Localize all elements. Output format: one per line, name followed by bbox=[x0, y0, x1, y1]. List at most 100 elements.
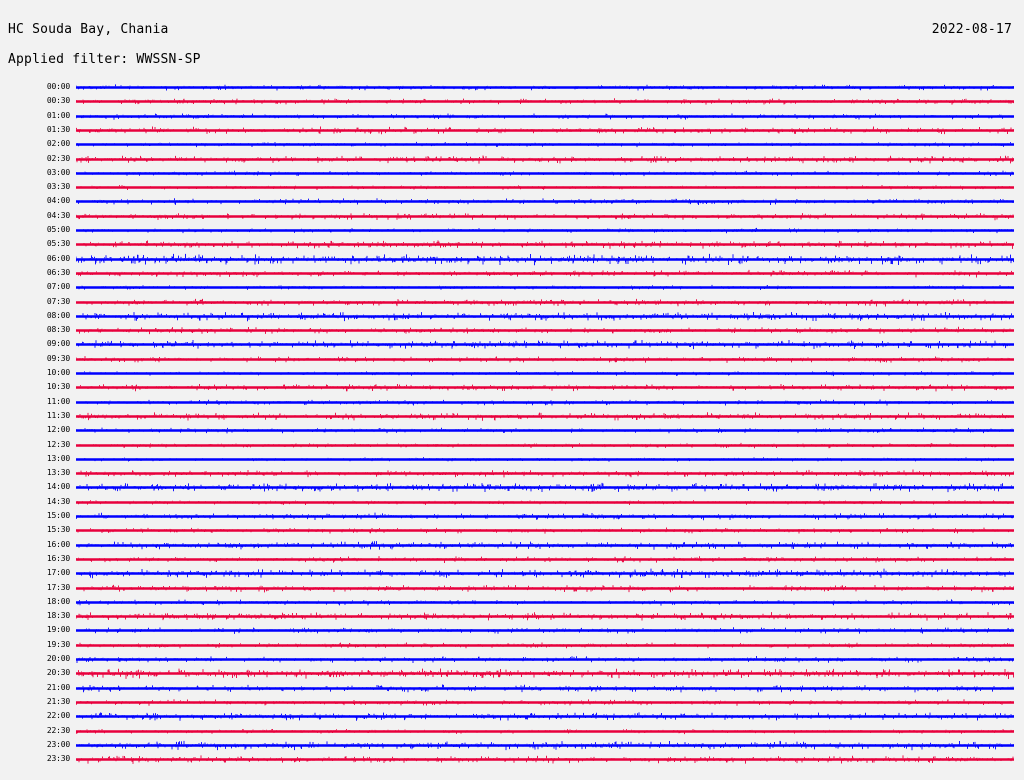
seismic-trace-canvas bbox=[76, 637, 1014, 653]
seismic-trace-canvas bbox=[76, 580, 1014, 596]
seismic-trace-canvas bbox=[76, 80, 1014, 95]
trace-time-label: 01:00 bbox=[46, 110, 70, 120]
trace-row: 14:30 bbox=[0, 494, 1024, 512]
seismic-trace-canvas bbox=[76, 151, 1014, 167]
seismic-trace bbox=[76, 694, 1014, 710]
trace-row: 13:30 bbox=[0, 466, 1024, 483]
seismic-trace bbox=[76, 551, 1014, 567]
trace-row: 12:00 bbox=[0, 423, 1024, 440]
trace-time-label: 17:00 bbox=[46, 568, 70, 578]
trace-time-label: 17:30 bbox=[46, 582, 70, 592]
trace-row: 13:00 bbox=[0, 451, 1024, 469]
trace-row: 03:00 bbox=[0, 165, 1024, 183]
seismic-trace-canvas bbox=[76, 666, 1014, 682]
trace-row: 15:00 bbox=[0, 509, 1024, 526]
trace-time-label: 06:00 bbox=[46, 253, 70, 263]
trace-row: 09:30 bbox=[0, 351, 1024, 369]
trace-time-label: 10:30 bbox=[46, 382, 70, 392]
seismic-trace-canvas bbox=[76, 366, 1014, 381]
seismic-trace bbox=[76, 737, 1014, 753]
seismic-trace-canvas bbox=[76, 466, 1014, 482]
trace-row: 05:30 bbox=[0, 237, 1024, 254]
seismic-trace-canvas bbox=[76, 180, 1014, 196]
trace-row: 00:30 bbox=[0, 94, 1024, 111]
seismic-trace bbox=[76, 208, 1014, 224]
trace-row: 11:00 bbox=[0, 394, 1024, 412]
trace-row: 10:00 bbox=[0, 366, 1024, 383]
trace-row: 06:00 bbox=[0, 251, 1024, 269]
trace-time-label: 09:30 bbox=[46, 353, 70, 363]
trace-row: 12:30 bbox=[0, 437, 1024, 455]
trace-time-label: 05:30 bbox=[46, 239, 70, 249]
seismic-trace bbox=[76, 609, 1014, 625]
seismic-trace-canvas bbox=[76, 723, 1014, 739]
seismic-trace bbox=[76, 423, 1014, 439]
seismic-trace-canvas bbox=[76, 351, 1014, 367]
seismic-trace-canvas bbox=[76, 323, 1014, 339]
seismic-trace bbox=[76, 437, 1014, 453]
seismic-trace-canvas bbox=[76, 251, 1014, 267]
seismic-trace-canvas bbox=[76, 537, 1014, 553]
seismic-trace-canvas bbox=[76, 694, 1014, 710]
trace-time-label: 18:30 bbox=[46, 611, 70, 621]
trace-time-label: 22:00 bbox=[46, 711, 70, 721]
seismic-trace bbox=[76, 308, 1014, 324]
seismic-trace-canvas bbox=[76, 509, 1014, 524]
seismic-trace-canvas bbox=[76, 394, 1014, 410]
seismic-trace bbox=[76, 337, 1014, 353]
seismic-trace bbox=[76, 451, 1014, 467]
trace-row: 15:30 bbox=[0, 523, 1024, 540]
trace-time-label: 16:00 bbox=[46, 539, 70, 549]
trace-row: 09:00 bbox=[0, 337, 1024, 354]
trace-row: 14:00 bbox=[0, 480, 1024, 497]
trace-row: 16:30 bbox=[0, 551, 1024, 569]
trace-row: 02:00 bbox=[0, 137, 1024, 154]
trace-row: 07:00 bbox=[0, 280, 1024, 297]
seismic-trace-canvas bbox=[76, 623, 1014, 639]
record-date: 2022-08-17 bbox=[931, 22, 1012, 37]
seismic-trace-canvas bbox=[76, 494, 1014, 510]
trace-row: 01:00 bbox=[0, 108, 1024, 126]
seismic-trace-canvas bbox=[76, 108, 1014, 124]
seismic-trace bbox=[76, 580, 1014, 596]
trace-time-label: 19:00 bbox=[46, 625, 70, 635]
trace-row: 17:30 bbox=[0, 580, 1024, 598]
seismic-trace bbox=[76, 194, 1014, 210]
trace-row: 18:30 bbox=[0, 609, 1024, 626]
seismic-trace bbox=[76, 509, 1014, 524]
applied-filter-label: Applied filter: WWSSN-SP bbox=[8, 52, 201, 67]
trace-time-label: 18:00 bbox=[46, 596, 70, 606]
seismic-trace-canvas bbox=[76, 451, 1014, 467]
trace-row: 19:00 bbox=[0, 623, 1024, 640]
seismic-trace-canvas bbox=[76, 223, 1014, 238]
seismic-trace-canvas bbox=[76, 594, 1014, 610]
seismic-trace bbox=[76, 709, 1014, 725]
seismic-trace-canvas bbox=[76, 380, 1014, 396]
trace-time-label: 08:00 bbox=[46, 310, 70, 320]
trace-time-label: 20:30 bbox=[46, 668, 70, 678]
seismic-trace bbox=[76, 494, 1014, 510]
seismic-trace bbox=[76, 566, 1014, 582]
seismic-trace bbox=[76, 394, 1014, 410]
seismic-trace bbox=[76, 723, 1014, 739]
trace-row: 08:30 bbox=[0, 323, 1024, 340]
seismic-trace-canvas bbox=[76, 208, 1014, 224]
seismic-trace bbox=[76, 637, 1014, 653]
seismic-trace bbox=[76, 151, 1014, 167]
trace-time-label: 14:30 bbox=[46, 496, 70, 506]
trace-row: 22:00 bbox=[0, 709, 1024, 726]
helicorder-plot: 00:00 00:30 01:00 01:30 02:00 02:30 03:00 03:30… bbox=[0, 78, 1024, 774]
seismic-trace-canvas bbox=[76, 709, 1014, 725]
trace-row: 02:30 bbox=[0, 151, 1024, 169]
trace-time-label: 12:30 bbox=[46, 439, 70, 449]
seismic-trace-canvas bbox=[76, 265, 1014, 281]
seismic-trace-canvas bbox=[76, 280, 1014, 296]
seismic-trace-canvas bbox=[76, 237, 1014, 253]
seismic-trace bbox=[76, 666, 1014, 682]
seismic-trace bbox=[76, 251, 1014, 267]
seismic-trace-canvas bbox=[76, 566, 1014, 582]
page-title: HC Souda Bay, Chania bbox=[8, 22, 169, 37]
seismic-trace bbox=[76, 408, 1014, 424]
trace-time-label: 12:00 bbox=[46, 425, 70, 435]
trace-row: 04:30 bbox=[0, 208, 1024, 226]
